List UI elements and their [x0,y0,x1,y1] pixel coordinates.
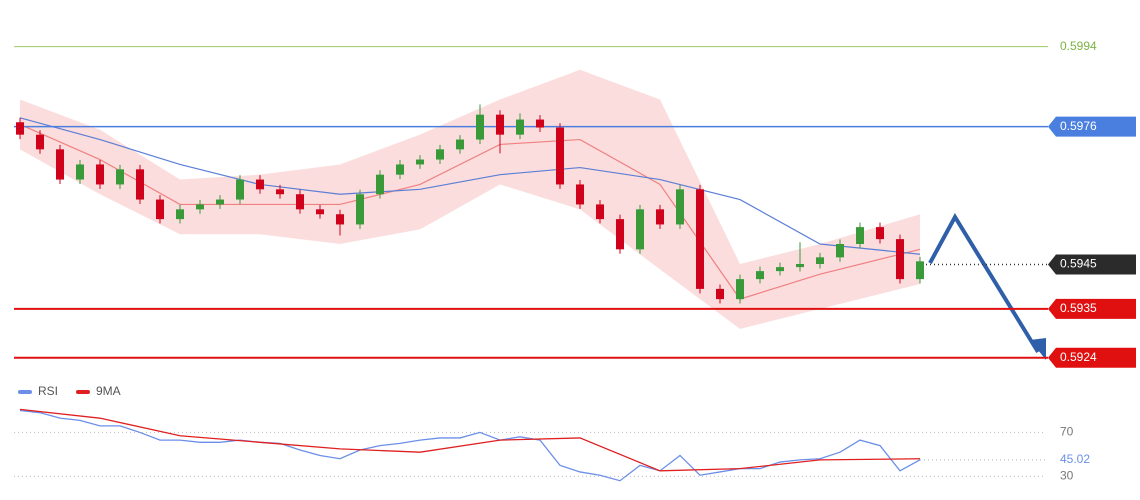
price-label-box [1048,116,1136,137]
candle-body [276,189,284,195]
candle-body [336,214,344,225]
candle-body [356,194,364,225]
candle-body [736,279,744,300]
candle-body [776,267,784,272]
candle-body [296,194,304,210]
candle-body [896,239,904,280]
candle-body [596,204,604,220]
candle-body [416,159,424,165]
candle-body [56,149,64,180]
candle-body [696,189,704,289]
candle-body [176,209,184,220]
price-label: 0.5994 [1060,39,1097,53]
candle-body [316,209,324,215]
candle-body [216,199,224,205]
candle-body [556,127,564,185]
candle-body [16,122,24,135]
price-label-box [1048,347,1136,368]
moving-average [19,123,921,300]
candle-body [516,119,524,135]
candle-body [396,164,404,175]
bollinger-band [20,69,920,329]
projection-arrow [928,213,1040,354]
price-label-box [1048,254,1136,275]
legend-label: 9MA [96,384,121,398]
price-label-box [1048,298,1136,319]
candle-body [456,139,464,150]
candle-body [656,209,664,225]
candle-body [796,264,804,268]
moving-average [19,117,921,255]
price-label: 0.5924 [1060,350,1097,364]
candle-body [96,164,104,185]
candle-body [236,179,244,200]
rsi-tick-label: 70 [1060,425,1074,439]
candle-body [576,184,584,205]
candle-body [76,164,84,180]
candle-body [816,257,824,264]
candle-body [836,244,844,258]
price-label: 0.5945 [1060,257,1097,271]
legend-label: RSI [38,384,58,398]
candle-body [436,149,444,160]
candle-body [616,219,624,250]
candle-body [256,179,264,190]
candle-body [536,119,544,128]
candle-body [496,114,504,135]
candle-body [856,227,864,244]
projection-arrowhead [1030,338,1046,360]
candle-body [116,169,124,185]
candle-body [716,288,724,300]
candle-body [136,169,144,200]
candle-body [636,209,644,250]
rsi-line [19,408,921,472]
candle-body [916,261,924,280]
legend-swatch [18,390,32,394]
candle-body [36,134,44,150]
price-label: 0.5935 [1060,301,1097,315]
rsi-tick-label: 30 [1060,468,1074,482]
candle-body [676,189,684,225]
legend-swatch [76,390,90,394]
candle-body [156,199,164,220]
candle-body [196,204,204,210]
candle-body [876,227,884,240]
candle-body [376,174,384,195]
rsi-value-label: 45.02 [1060,452,1090,466]
price-label: 0.5976 [1060,119,1097,133]
candle-body [756,271,764,280]
candle-body [476,114,484,140]
